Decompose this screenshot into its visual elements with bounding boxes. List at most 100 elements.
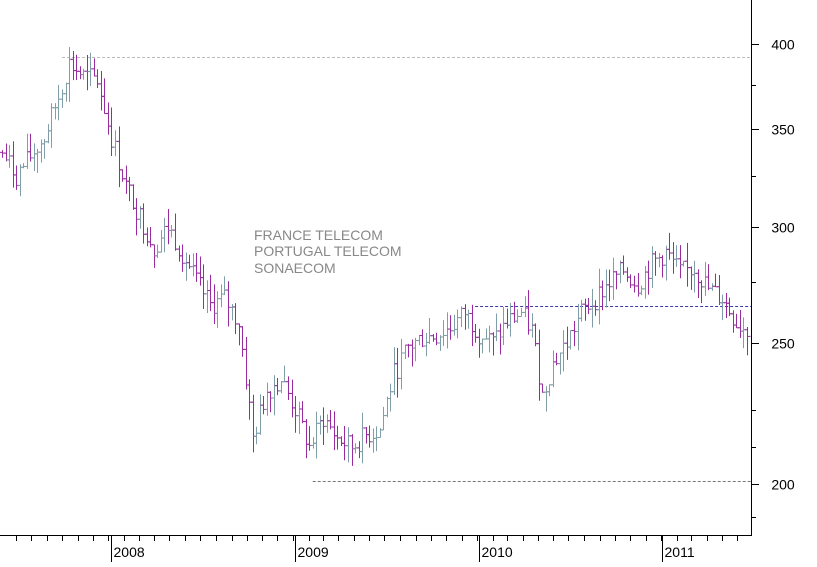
ohlc-bar xyxy=(38,139,45,163)
ohlc-bar xyxy=(214,291,221,328)
ohlc-bar xyxy=(394,347,401,398)
ohlc-bar xyxy=(659,255,666,278)
ohlc-bar xyxy=(271,375,278,416)
ohlc-bar xyxy=(211,284,218,325)
ohlc-bar xyxy=(204,280,211,313)
y-tick-label: 200 xyxy=(771,477,795,493)
ohlc-bar xyxy=(688,266,695,290)
ohlc-bar xyxy=(709,283,716,291)
ohlc-bar xyxy=(257,394,264,435)
ohlc-bar xyxy=(691,260,698,293)
ohlc-bar xyxy=(91,58,98,77)
ohlc-bar xyxy=(596,268,603,325)
ohlc-bar xyxy=(260,395,267,415)
ohlc-bar xyxy=(80,68,87,80)
ohlc-bar xyxy=(140,203,147,244)
ohlc-bar xyxy=(59,89,66,108)
x-tick-label: 2009 xyxy=(298,544,329,560)
ohlc-bar xyxy=(627,274,634,289)
ohlc-bar xyxy=(465,309,472,329)
price-bars xyxy=(0,47,751,466)
ohlc-bar xyxy=(405,343,412,358)
title-line-2: PORTUGAL TELECOM xyxy=(254,243,402,259)
ohlc-bar xyxy=(119,169,126,182)
ohlc-bar xyxy=(31,143,38,171)
ohlc-bar xyxy=(172,213,179,251)
x-tick-label: 2008 xyxy=(114,544,145,560)
y-tick-label: 350 xyxy=(771,122,795,138)
ohlc-bar xyxy=(161,217,168,253)
ohlc-bar xyxy=(493,313,500,342)
ohlc-bar xyxy=(472,324,479,343)
ohlc-bar xyxy=(419,329,426,348)
ohlc-bar xyxy=(592,300,599,316)
ohlc-bar xyxy=(582,298,589,321)
ohlc-bar xyxy=(331,411,338,451)
ohlc-bar xyxy=(253,426,260,445)
ohlc-bar xyxy=(45,124,52,144)
ohlc-bar xyxy=(63,82,70,102)
reference-lines xyxy=(62,57,751,482)
ohlc-bar xyxy=(239,326,246,357)
title-line-1: FRANCE TELECOM xyxy=(254,227,383,243)
ohlc-bar xyxy=(243,336,250,390)
ohlc-bar xyxy=(624,267,631,282)
ohlc-bar xyxy=(363,426,370,444)
ohlc-bar xyxy=(642,265,649,299)
ohlc-bar xyxy=(133,198,140,236)
ohlc-bar xyxy=(567,330,574,350)
ohlc-bar xyxy=(730,310,737,333)
ohlc-bar xyxy=(27,133,34,162)
ohlc-bar xyxy=(94,69,101,89)
ohlc-bar xyxy=(380,406,387,431)
ohlc-bar xyxy=(200,264,207,310)
ohlc-bar xyxy=(165,208,172,245)
ohlc-bar xyxy=(656,252,663,268)
ohlc-bar xyxy=(48,103,55,148)
ohlc-bar xyxy=(387,383,394,412)
ohlc-bar xyxy=(673,245,680,267)
ohlc-bar xyxy=(740,317,747,349)
ohlc-bar xyxy=(154,244,161,258)
ohlc-bar xyxy=(603,269,610,308)
ohlc-bar xyxy=(158,230,165,253)
ohlc-bar xyxy=(313,411,320,459)
ohlc-bar xyxy=(550,350,557,388)
ohlc-bar xyxy=(469,304,476,347)
ohlc-bar xyxy=(617,260,624,284)
ohlc-bar xyxy=(327,410,334,430)
x-tick-label: 2010 xyxy=(482,544,513,560)
ohlc-bar xyxy=(384,396,391,418)
ohlc-bar xyxy=(303,418,310,459)
ohlc-bar xyxy=(299,401,306,424)
ohlc-bar xyxy=(296,401,303,434)
ohlc-bar xyxy=(137,205,144,229)
ohlc-bar xyxy=(680,260,687,267)
ohlc-bar xyxy=(130,184,137,210)
ohlc-bar xyxy=(278,381,285,394)
ohlc-bar xyxy=(444,312,451,349)
ohlc-bar xyxy=(409,339,416,367)
ohlc-bar xyxy=(638,285,645,296)
axes: 400 350 300 250 200 2008 2009 2010 2011 xyxy=(0,0,795,562)
ohlc-bar xyxy=(412,337,419,362)
ohlc-bar xyxy=(13,165,20,190)
ohlc-bar xyxy=(497,323,504,355)
ohlc-bar xyxy=(483,328,490,340)
ohlc-bar xyxy=(341,425,348,461)
ohlc-bar xyxy=(532,323,539,347)
ohlc-bar xyxy=(306,426,313,451)
ohlc-bar xyxy=(589,288,596,328)
ohlc-bar xyxy=(451,314,458,336)
ohlc-bar xyxy=(511,301,518,323)
ohlc-bar xyxy=(426,317,433,345)
ohlc-bar xyxy=(52,103,59,120)
ohlc-bar xyxy=(737,310,744,339)
ohlc-bar xyxy=(458,306,465,328)
ohlc-bar xyxy=(317,415,324,435)
ohlc-bar xyxy=(536,329,543,401)
ohlc-bar xyxy=(723,292,730,318)
ohlc-bar xyxy=(716,275,723,306)
ohlc-bar xyxy=(289,379,296,418)
